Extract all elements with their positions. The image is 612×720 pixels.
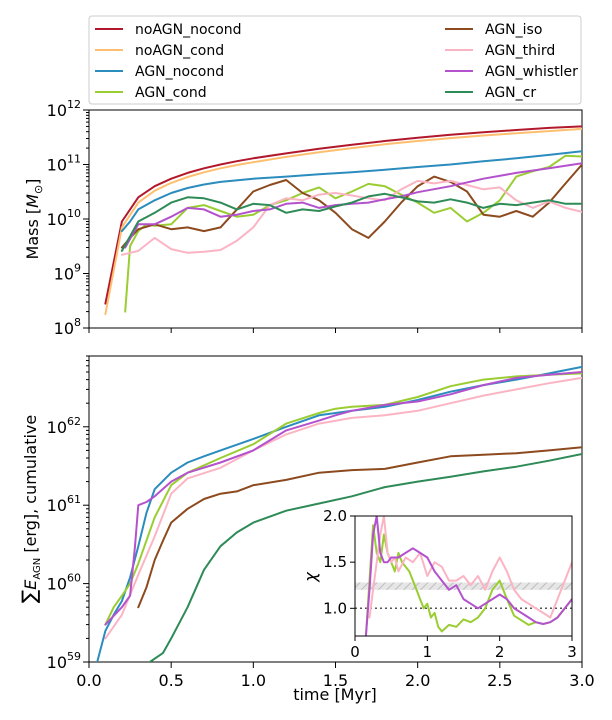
bottom-series-agn-cr bbox=[148, 453, 582, 662]
top-series-agn-cond bbox=[124, 154, 582, 313]
inset-ytick-label: 2.0 bbox=[323, 507, 347, 525]
top-series-agn-third bbox=[120, 179, 582, 256]
bottom-xtick-label: 3.0 bbox=[569, 671, 594, 690]
legend-item-agn-third: AGN_third bbox=[445, 43, 555, 59]
top-series-noagn-cond bbox=[104, 127, 582, 316]
bottom-ytick-label: 1059 bbox=[47, 650, 81, 672]
legend-item-agn-whistler: AGN_whistler bbox=[445, 64, 578, 80]
top-series-agn-nocond bbox=[120, 150, 582, 233]
legend-item-agn-nocond: AGN_nocond bbox=[95, 64, 224, 80]
bottom-series-agn-nocond bbox=[96, 365, 582, 662]
top-panel-frame bbox=[88, 109, 583, 329]
inset-series-agn-whistler bbox=[364, 516, 572, 636]
legend-label: AGN_cond bbox=[135, 85, 207, 101]
legend: noAGN_nocond noAGN_cond AGN_nocond AGN_cond… bbox=[88, 15, 582, 105]
top-ytick-label: 109 bbox=[54, 262, 81, 284]
inset-xtick-label: 2 bbox=[495, 643, 505, 661]
bottom-ylabel: ∑EAGN [erg], cumulative bbox=[17, 415, 43, 603]
legend-label: noAGN_cond bbox=[135, 43, 224, 59]
top-series-agn-cr bbox=[120, 192, 582, 252]
inset-panel: 0 1 2 3 1.0 1.5 2.0 χ bbox=[301, 507, 577, 661]
legend-label: AGN_third bbox=[485, 43, 555, 59]
top-ytick-label: 1011 bbox=[47, 153, 81, 175]
bottom-series-agn-iso bbox=[137, 446, 582, 609]
top-ytick-label: 1010 bbox=[47, 207, 81, 229]
inset-xtick-label: 0 bbox=[350, 643, 360, 661]
bottom-ytick-label: 1062 bbox=[47, 415, 81, 437]
bottom-xtick-label: 2.5 bbox=[487, 671, 512, 690]
legend-item-agn-cond: AGN_cond bbox=[95, 85, 207, 101]
top-ylabel: Mass [M⊙] bbox=[23, 179, 45, 260]
inset-ytick-label: 1.0 bbox=[323, 599, 347, 617]
legend-label: AGN_whistler bbox=[485, 64, 578, 80]
top-ytick-label: 108 bbox=[54, 316, 81, 338]
legend-label: AGN_nocond bbox=[135, 64, 224, 80]
bottom-xtick-label: 2.0 bbox=[405, 671, 430, 690]
legend-item-agn-iso: AGN_iso bbox=[445, 22, 542, 38]
inset-ylabel: χ bbox=[301, 572, 320, 583]
legend-item-noagn-cond: noAGN_cond bbox=[95, 43, 224, 59]
inset-xtick-label: 3 bbox=[567, 643, 577, 661]
inset-band bbox=[355, 582, 572, 590]
top-series-agn-iso bbox=[120, 163, 582, 249]
legend-label: noAGN_nocond bbox=[135, 22, 242, 38]
legend-label: AGN_iso bbox=[485, 22, 542, 38]
bottom-xtick-label: 0.5 bbox=[158, 671, 183, 690]
top-ytick-label: 1012 bbox=[47, 98, 81, 120]
bottom-series-agn-third bbox=[104, 376, 582, 640]
legend-frame bbox=[88, 15, 582, 105]
x-axis-label: time [Myr] bbox=[293, 685, 377, 704]
top-panel: 108 109 1010 1011 1012 Mass [M⊙] bbox=[23, 98, 583, 338]
bottom-ytick-label: 1061 bbox=[47, 493, 81, 515]
bottom-xtick-label: 1.5 bbox=[323, 671, 348, 690]
bottom-xtick-label: 1.0 bbox=[241, 671, 266, 690]
legend-label: AGN_cr bbox=[485, 85, 536, 101]
top-series-noagn-nocond bbox=[104, 125, 582, 305]
legend-item-agn-cr: AGN_cr bbox=[445, 85, 536, 101]
bottom-panel: 1059 1060 1061 1062 0.0 0.5 1.0 1.5 2.0 2.5 3.0 ∑E… bbox=[17, 355, 595, 704]
inset-xtick-label: 1 bbox=[423, 643, 433, 661]
inset-series-agn-third bbox=[368, 516, 572, 619]
inset-frame bbox=[354, 515, 573, 637]
legend-item-noagn-nocond: noAGN_nocond bbox=[95, 22, 242, 38]
bottom-xtick-label: 0.0 bbox=[76, 671, 101, 690]
bottom-ytick-label: 1060 bbox=[47, 572, 81, 594]
inset-ytick-label: 1.5 bbox=[323, 553, 347, 571]
bottom-series-agn-whistler bbox=[104, 371, 582, 626]
top-series-agn-whistler bbox=[124, 162, 582, 249]
